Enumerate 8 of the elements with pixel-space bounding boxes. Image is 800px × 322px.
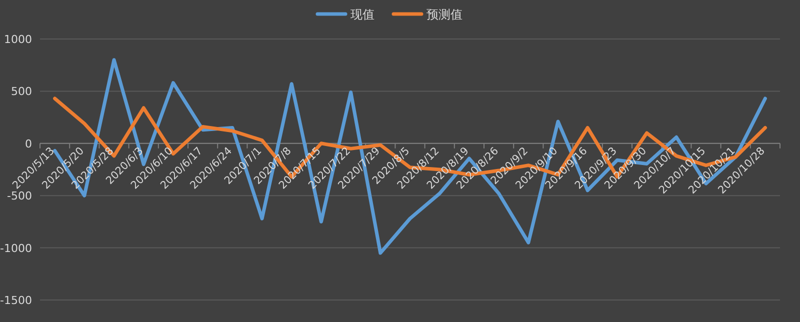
y-tick-label: -1500	[0, 294, 32, 307]
y-tick-label: 500	[11, 85, 32, 98]
legend-label: 现值	[350, 8, 374, 22]
y-tick-label: -500	[7, 190, 32, 203]
y-tick-label: 0	[25, 137, 32, 150]
y-tick-label: 1000	[4, 33, 32, 46]
y-tick-label: -1000	[0, 242, 32, 255]
legend-label: 预测值	[426, 8, 462, 22]
